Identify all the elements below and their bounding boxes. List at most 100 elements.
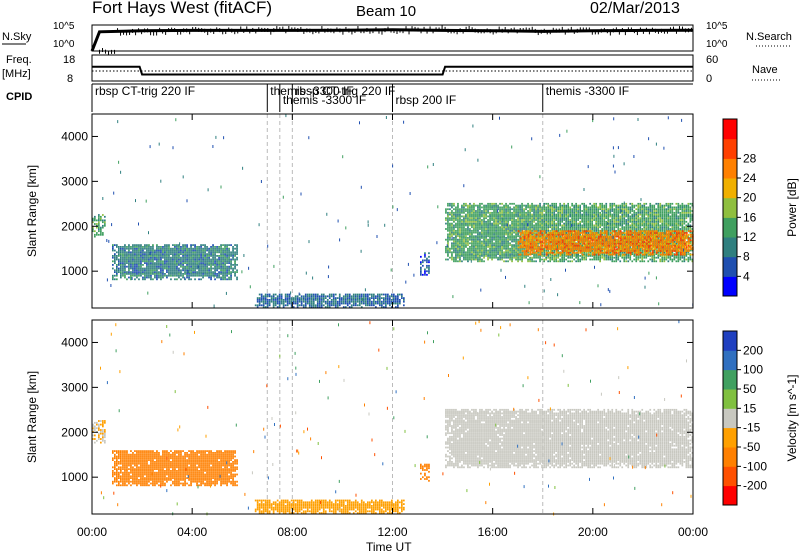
power-cell (609, 233, 612, 236)
power-cell (104, 219, 106, 222)
power-cell (551, 211, 553, 214)
power-cell (120, 255, 122, 257)
power-cell (479, 226, 481, 229)
power-cell (142, 260, 144, 263)
power-cell (555, 206, 557, 209)
power-cell (661, 206, 664, 209)
power-cell (617, 217, 620, 220)
power-cell (657, 237, 660, 239)
power-cell (589, 202, 591, 205)
power-cell (625, 210, 628, 212)
power-cell (196, 260, 198, 263)
power-cell (489, 208, 491, 211)
power-cell (471, 217, 473, 220)
power-cell (124, 276, 126, 279)
power-cell (100, 230, 102, 233)
power-cell (226, 271, 228, 273)
power-cell (643, 215, 646, 218)
power-cell (619, 215, 622, 218)
power-cell (463, 256, 465, 259)
power-cell (186, 255, 188, 257)
power-cell (645, 210, 648, 212)
power-cell (190, 251, 192, 254)
power-cell (499, 253, 501, 255)
power-cell (509, 217, 511, 220)
power-cell (505, 202, 507, 205)
power-cell (669, 206, 672, 209)
power-cell (613, 215, 616, 218)
power-cell (451, 210, 453, 212)
power-cell (509, 211, 511, 214)
power-cell (551, 220, 553, 223)
power-cell (567, 211, 569, 214)
power-cell (641, 215, 644, 218)
power-cell (495, 244, 497, 246)
power-cell (661, 226, 664, 229)
power-cell (112, 244, 114, 246)
power-cell (477, 251, 479, 254)
power-cell (148, 249, 150, 252)
power-cell (499, 258, 501, 261)
power-cell (577, 253, 579, 255)
power-cell (505, 208, 507, 211)
power-cell (635, 215, 638, 218)
power-cell (501, 237, 503, 239)
power-cell (601, 204, 603, 207)
power-cell (497, 231, 499, 234)
power-cell (639, 210, 642, 212)
power-cell (597, 224, 599, 227)
power-cell (545, 215, 547, 218)
power-cell (559, 217, 561, 220)
power-cell (527, 260, 529, 263)
power-cell (461, 255, 463, 257)
power-cell (489, 253, 491, 255)
power-cell (507, 242, 509, 245)
power-cell (228, 253, 230, 255)
power-cell (100, 226, 102, 229)
power-cell (465, 229, 467, 232)
power-cell (583, 220, 585, 223)
power-cell (647, 222, 650, 225)
power-cell (124, 262, 126, 264)
power-cell (589, 206, 591, 209)
power-cell (607, 228, 610, 230)
power-cell (667, 215, 670, 218)
power-cell (475, 231, 477, 234)
power-cell (220, 260, 222, 263)
power-cell (645, 208, 648, 211)
power-cell (595, 235, 597, 238)
power-cell (599, 253, 601, 255)
power-cell (230, 244, 232, 246)
power-cell (521, 251, 523, 254)
power-cell (643, 260, 646, 263)
power-cell (140, 249, 142, 252)
power-cell (595, 206, 597, 209)
power-cell (531, 228, 533, 230)
power-cell (603, 258, 606, 261)
power-cell (495, 224, 497, 227)
power-cell (655, 256, 658, 259)
power-cell (579, 226, 581, 229)
power-cell (547, 219, 549, 221)
power-cell (128, 271, 130, 273)
power-cell (671, 226, 674, 229)
power-cell (519, 211, 521, 214)
power-cell (661, 215, 664, 218)
power-cell (637, 219, 640, 221)
power-cell (487, 244, 489, 246)
power-cell (665, 215, 668, 218)
power-cell (501, 233, 503, 236)
power-cell (226, 262, 228, 264)
power-cell (633, 206, 636, 209)
power-cell (426, 257, 428, 260)
power-cell (489, 255, 491, 257)
power-cell (599, 256, 601, 259)
power-cell (236, 247, 238, 250)
power-cell (455, 235, 457, 238)
power-cell (579, 224, 581, 227)
power-cell (677, 210, 680, 212)
power-cell (491, 226, 493, 229)
power-cell (206, 265, 208, 268)
power-cell (653, 211, 656, 214)
power-cell (112, 247, 114, 250)
